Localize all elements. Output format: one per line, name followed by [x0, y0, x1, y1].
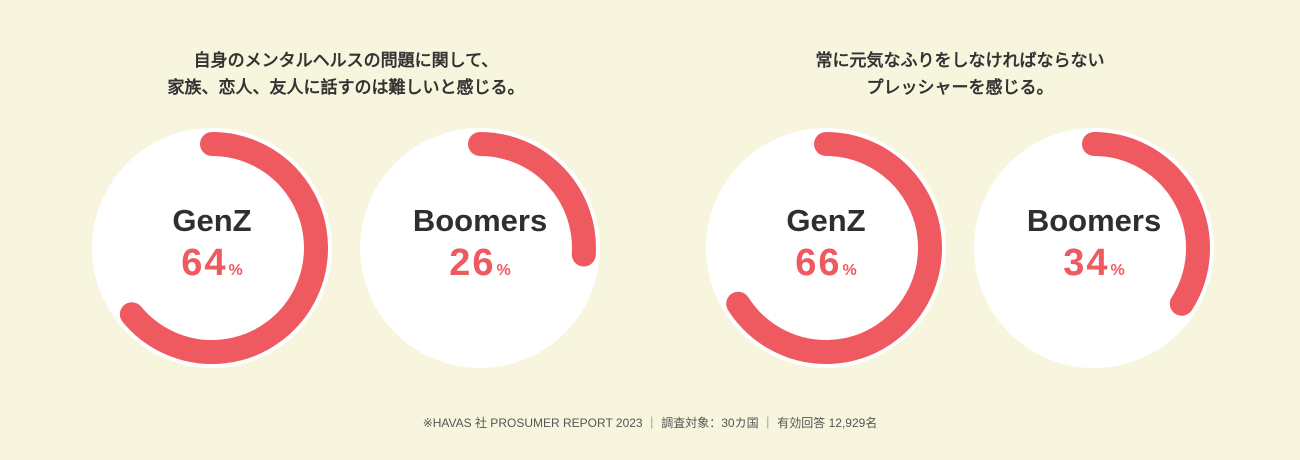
series-name-label: Boomers [1026, 203, 1162, 238]
chart-title-1: 自身のメンタルヘルスの問題に関して、 家族、恋人、友人に話すのは難しいと感じる。 [86, 48, 606, 102]
donut-background-circle [360, 128, 600, 368]
chart-title-2-line1: 常に元気なふりをしなければならない [815, 51, 1105, 71]
value-label: 66 [795, 242, 842, 284]
series-name-label: GenZ [786, 203, 866, 238]
donut-arc [119, 132, 328, 364]
donut-chart-2-genz: GenZ 66% [704, 126, 948, 370]
donut-svg [360, 128, 600, 368]
donut-arc [468, 132, 596, 267]
unit-label: % [228, 262, 243, 279]
chart-title-2: 常に元気なふりをしなければならない プレッシャーを感じる。 [700, 48, 1220, 102]
unit-label: % [1110, 262, 1125, 279]
value-label: 26 [449, 242, 496, 284]
value-label: 34 [1063, 242, 1110, 284]
donut-label: Boomers 26% [358, 202, 602, 286]
donut-background-circle [974, 128, 1214, 368]
donut-chart-2-boomers: Boomers 34% [972, 126, 1216, 370]
value-label: 64 [181, 242, 228, 284]
chart-title-1-line1: 自身のメンタルヘルスの問題に関して、 [193, 51, 499, 71]
unit-label: % [842, 262, 857, 279]
chart-title-1-line2: 家族、恋人、友人に話すのは難しいと感じる。 [167, 78, 525, 98]
series-name-label: Boomers [412, 203, 548, 238]
donut-chart-1-genz: GenZ 64% [90, 126, 334, 370]
chart-title-2-line2: プレッシャーを感じる。 [866, 78, 1054, 98]
donut-chart-1-boomers: Boomers 26% [358, 126, 602, 370]
donut-arc [726, 132, 942, 364]
donut-background-circle [92, 128, 332, 368]
donut-background-circle [706, 128, 946, 368]
donut-label: GenZ 64% [90, 202, 334, 286]
donut-label: Boomers 34% [972, 202, 1216, 286]
donut-label: GenZ 66% [704, 202, 948, 286]
donut-arc [1082, 132, 1210, 316]
donut-svg [706, 128, 946, 368]
donut-svg [974, 128, 1214, 368]
source-footnote: ※HAVAS 社 PROSUMER REPORT 2023 ｜ 調査対象：30カ… [422, 416, 878, 430]
unit-label: % [496, 262, 511, 279]
donut-svg [92, 128, 332, 368]
series-name-label: GenZ [172, 203, 252, 238]
